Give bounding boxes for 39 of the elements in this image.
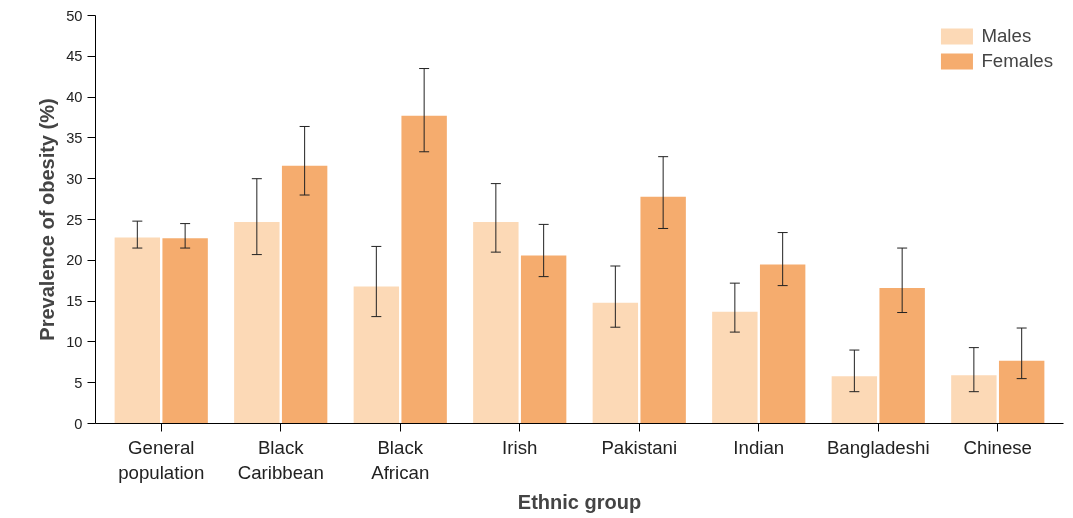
x-tick-label: Black Caribbean bbox=[237, 436, 324, 483]
bar bbox=[998, 360, 1045, 424]
legend-label: Females bbox=[981, 50, 1053, 72]
bar bbox=[831, 376, 878, 424]
bar bbox=[951, 375, 997, 424]
x-tick-label: Indian bbox=[733, 436, 785, 458]
y-tick-label: 0 bbox=[74, 415, 83, 432]
bar bbox=[234, 221, 280, 424]
legend-label: Males bbox=[981, 25, 1032, 47]
bar bbox=[401, 115, 447, 424]
bar bbox=[353, 286, 400, 424]
bar bbox=[712, 311, 758, 424]
bar bbox=[640, 196, 686, 424]
y-tick-label: 20 bbox=[66, 252, 83, 269]
bar bbox=[592, 302, 639, 424]
bar bbox=[162, 238, 208, 424]
bar bbox=[759, 264, 806, 424]
y-tick-label: 30 bbox=[66, 170, 83, 187]
y-tick-label: 10 bbox=[66, 333, 83, 350]
x-tick-label: Bangladeshi bbox=[826, 436, 930, 458]
y-tick-label: 45 bbox=[66, 48, 83, 65]
x-tick-label: Irish bbox=[502, 436, 538, 458]
bar bbox=[879, 288, 925, 424]
y-tick-label: 40 bbox=[66, 89, 83, 106]
y-tick-label: 15 bbox=[66, 293, 83, 310]
y-axis-title: Prevalence of obesity (%) bbox=[36, 98, 59, 341]
x-tick-label: General population bbox=[118, 436, 205, 483]
x-tick-label: Chinese bbox=[963, 436, 1032, 458]
y-tick-label: 5 bbox=[74, 374, 83, 391]
x-tick-label: Pakistani bbox=[601, 436, 678, 458]
y-tick-label: 35 bbox=[66, 129, 83, 146]
bar bbox=[520, 255, 567, 424]
bar bbox=[473, 221, 519, 424]
y-tick-label: 25 bbox=[66, 211, 83, 228]
y-tick-label: 50 bbox=[66, 7, 83, 24]
x-axis-title: Ethnic group bbox=[517, 490, 642, 513]
x-tick-label: Black African bbox=[371, 436, 430, 483]
bar bbox=[114, 237, 161, 424]
bar bbox=[281, 165, 328, 424]
